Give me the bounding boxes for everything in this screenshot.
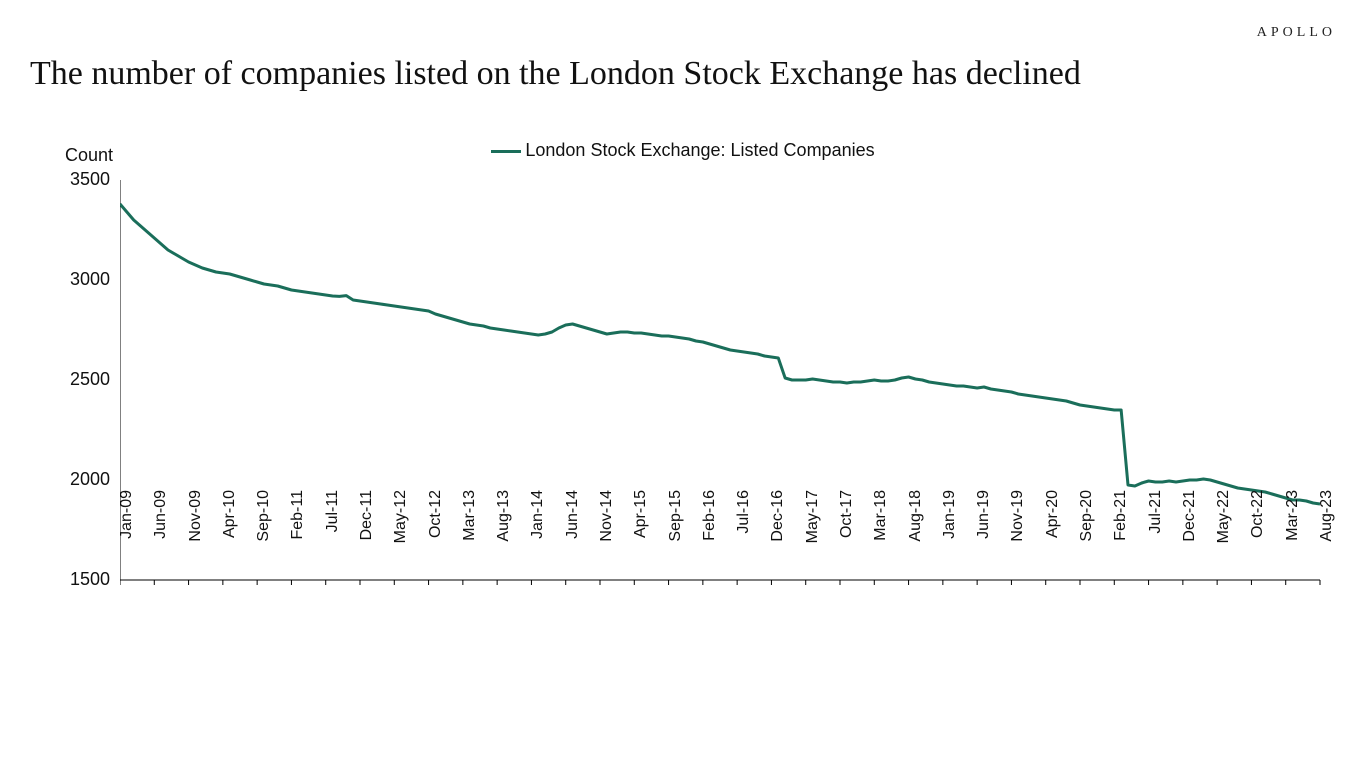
y-tick-label: 2000 (50, 469, 110, 490)
y-tick-label: 3500 (50, 169, 110, 190)
chart-title: The number of companies listed on the Lo… (30, 55, 1081, 93)
y-tick-label: 2500 (50, 369, 110, 390)
y-tick-label: 3000 (50, 269, 110, 290)
legend-label: London Stock Exchange: Listed Companies (525, 140, 874, 160)
legend-line (491, 150, 521, 153)
series-line (120, 204, 1320, 504)
brand-logo: APOLLO (1257, 25, 1336, 41)
chart-container: APOLLO The number of companies listed on… (0, 0, 1366, 768)
legend: London Stock Exchange: Listed Companies (0, 140, 1366, 161)
y-axis-title: Count (65, 145, 113, 166)
y-tick-label: 1500 (50, 569, 110, 590)
